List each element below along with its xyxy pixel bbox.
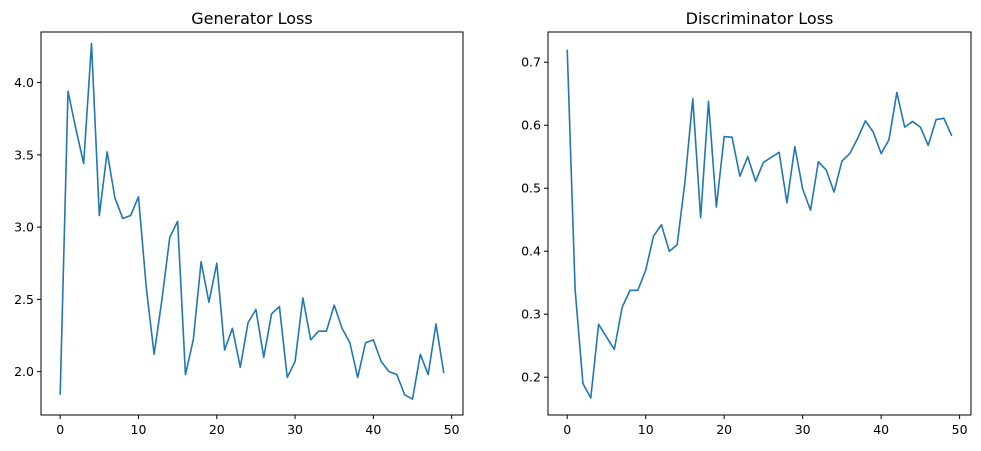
y-tick-label: 0.6 xyxy=(521,118,541,133)
x-tick-label: 20 xyxy=(716,422,732,437)
y-tick-label: 0.5 xyxy=(521,181,541,196)
x-tick-label: 40 xyxy=(873,422,889,437)
axis-ticks: 0 10 20 30 40 50 0.2 0.3 0.4 0.5 0.6 0.7 xyxy=(521,55,968,437)
generator-loss-chart: Generator Loss 0 10 20 30 40 50 2.0 2.5 3.0 3.5 4.… xyxy=(14,9,464,437)
series-line xyxy=(566,49,953,399)
axis-ticks: 0 10 20 30 40 50 2.0 2.5 3.0 3.5 4.0 xyxy=(14,75,460,437)
y-tick-label: 3.0 xyxy=(14,220,34,235)
plot-frame xyxy=(40,31,464,416)
y-tick-label: 3.5 xyxy=(14,147,34,162)
x-tick-label: 50 xyxy=(952,422,968,437)
x-tick-label: 30 xyxy=(287,422,303,437)
y-tick-label: 0.4 xyxy=(521,244,541,259)
chart-title: Discriminator Loss xyxy=(686,9,834,28)
series-line xyxy=(59,42,445,400)
x-tick-label: 10 xyxy=(131,422,147,437)
x-tick-label: 0 xyxy=(563,422,571,437)
plot-frame xyxy=(547,31,972,416)
x-tick-label: 30 xyxy=(795,422,811,437)
x-tick-label: 10 xyxy=(638,422,654,437)
x-tick-label: 20 xyxy=(209,422,225,437)
y-tick-label: 2.5 xyxy=(14,292,34,307)
x-tick-label: 40 xyxy=(365,422,381,437)
y-tick-label: 0.2 xyxy=(521,370,541,385)
y-tick-label: 2.0 xyxy=(14,364,34,379)
y-tick-label: 4.0 xyxy=(14,75,34,90)
x-tick-label: 0 xyxy=(56,422,64,437)
x-tick-label: 50 xyxy=(444,422,460,437)
chart-title: Generator Loss xyxy=(191,9,312,28)
y-tick-label: 0.7 xyxy=(521,55,541,70)
discriminator-loss-chart: Discriminator Loss 0 10 20 30 40 500.20.30.40… xyxy=(521,9,972,437)
y-tick-label: 0.3 xyxy=(521,307,541,322)
